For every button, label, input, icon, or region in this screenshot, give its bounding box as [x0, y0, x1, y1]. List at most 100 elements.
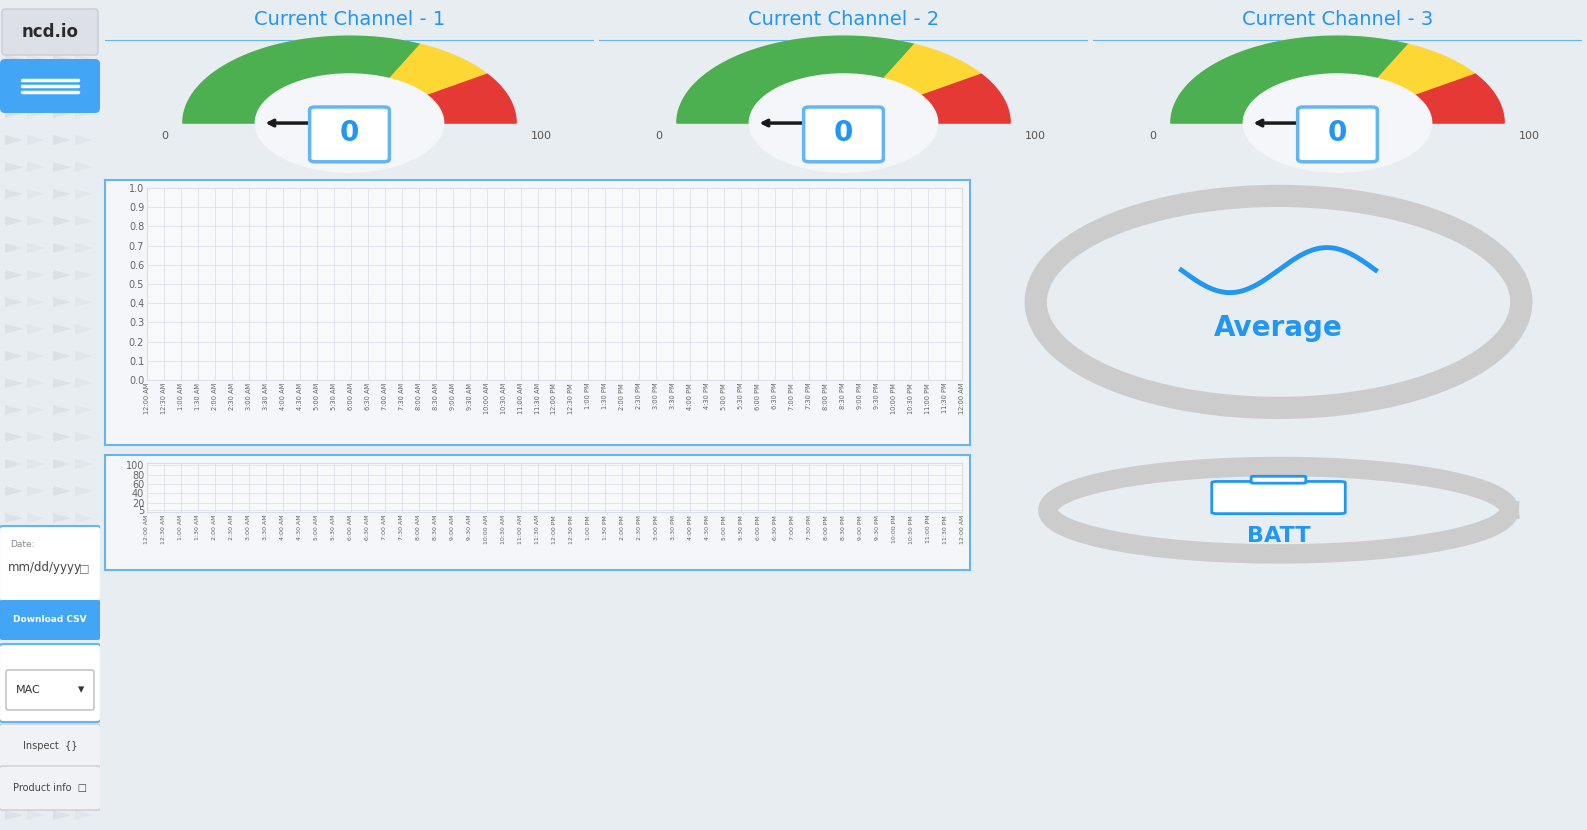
FancyBboxPatch shape	[309, 107, 389, 162]
Text: ncd.io: ncd.io	[22, 23, 78, 41]
Polygon shape	[52, 216, 71, 226]
Polygon shape	[5, 486, 22, 496]
Polygon shape	[52, 459, 71, 469]
Polygon shape	[5, 594, 22, 604]
Text: Current Channel - 3: Current Channel - 3	[1243, 10, 1433, 29]
Polygon shape	[27, 378, 44, 388]
Polygon shape	[27, 594, 44, 604]
Polygon shape	[75, 27, 94, 37]
Polygon shape	[75, 243, 94, 253]
Polygon shape	[27, 702, 44, 712]
Polygon shape	[52, 432, 71, 442]
Polygon shape	[75, 540, 94, 550]
Text: 0: 0	[162, 130, 168, 140]
Polygon shape	[5, 216, 22, 226]
Polygon shape	[27, 432, 44, 442]
Polygon shape	[52, 270, 71, 280]
Polygon shape	[52, 540, 71, 550]
Polygon shape	[75, 216, 94, 226]
Polygon shape	[5, 459, 22, 469]
Polygon shape	[52, 702, 71, 712]
Polygon shape	[27, 486, 44, 496]
Polygon shape	[75, 108, 94, 118]
Polygon shape	[5, 27, 22, 37]
Polygon shape	[5, 189, 22, 199]
Polygon shape	[52, 162, 71, 172]
Polygon shape	[5, 702, 22, 712]
Polygon shape	[27, 162, 44, 172]
Polygon shape	[27, 270, 44, 280]
Polygon shape	[27, 54, 44, 64]
Polygon shape	[75, 54, 94, 64]
Polygon shape	[1416, 74, 1504, 123]
Polygon shape	[5, 783, 22, 793]
Polygon shape	[5, 810, 22, 820]
Polygon shape	[75, 648, 94, 658]
Text: Average: Average	[1214, 315, 1343, 343]
Polygon shape	[52, 54, 71, 64]
Polygon shape	[52, 675, 71, 685]
Text: Date:: Date:	[10, 540, 35, 549]
Polygon shape	[27, 513, 44, 523]
Polygon shape	[922, 74, 1009, 123]
Polygon shape	[75, 189, 94, 199]
FancyBboxPatch shape	[0, 59, 100, 113]
Polygon shape	[27, 810, 44, 820]
Polygon shape	[27, 567, 44, 577]
Polygon shape	[5, 432, 22, 442]
Polygon shape	[27, 189, 44, 199]
Polygon shape	[75, 135, 94, 145]
Text: Product info  □: Product info □	[13, 783, 87, 793]
Polygon shape	[183, 37, 421, 123]
Polygon shape	[1378, 45, 1476, 95]
Polygon shape	[5, 513, 22, 523]
Polygon shape	[1171, 37, 1504, 123]
Polygon shape	[75, 594, 94, 604]
FancyBboxPatch shape	[1251, 476, 1306, 483]
Polygon shape	[27, 27, 44, 37]
Polygon shape	[27, 405, 44, 415]
Polygon shape	[5, 756, 22, 766]
Polygon shape	[75, 351, 94, 361]
Polygon shape	[678, 37, 1009, 123]
Polygon shape	[427, 74, 516, 123]
Text: Current Channel - 2: Current Channel - 2	[747, 10, 940, 29]
Text: Inspect  {}: Inspect {}	[22, 741, 78, 751]
Text: 100: 100	[1025, 130, 1046, 140]
Polygon shape	[75, 297, 94, 307]
Polygon shape	[52, 756, 71, 766]
Polygon shape	[5, 135, 22, 145]
Polygon shape	[52, 108, 71, 118]
Polygon shape	[27, 675, 44, 685]
Polygon shape	[389, 45, 487, 95]
Polygon shape	[27, 648, 44, 658]
Text: BATT: BATT	[1247, 525, 1311, 545]
Polygon shape	[75, 486, 94, 496]
Polygon shape	[52, 729, 71, 739]
FancyBboxPatch shape	[2, 9, 98, 55]
Polygon shape	[1243, 74, 1431, 172]
FancyBboxPatch shape	[1298, 107, 1378, 162]
FancyBboxPatch shape	[0, 526, 102, 602]
Polygon shape	[75, 567, 94, 577]
Polygon shape	[5, 540, 22, 550]
Text: 0: 0	[340, 120, 359, 148]
Polygon shape	[183, 37, 516, 123]
Polygon shape	[52, 405, 71, 415]
Text: 0: 0	[1149, 130, 1157, 140]
Polygon shape	[75, 162, 94, 172]
Polygon shape	[5, 567, 22, 577]
Polygon shape	[75, 270, 94, 280]
Polygon shape	[75, 81, 94, 91]
Polygon shape	[5, 297, 22, 307]
FancyBboxPatch shape	[0, 766, 102, 810]
Polygon shape	[27, 351, 44, 361]
Polygon shape	[75, 729, 94, 739]
Polygon shape	[75, 324, 94, 334]
Polygon shape	[52, 378, 71, 388]
Polygon shape	[52, 135, 71, 145]
Polygon shape	[5, 648, 22, 658]
Polygon shape	[52, 513, 71, 523]
Polygon shape	[1171, 37, 1408, 123]
Polygon shape	[75, 621, 94, 631]
